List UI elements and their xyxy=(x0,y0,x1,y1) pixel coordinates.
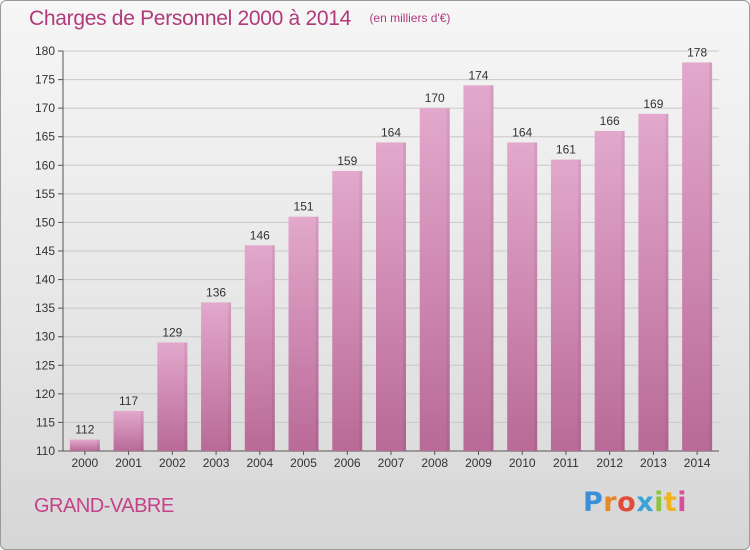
y-tick-label: 140 xyxy=(35,273,55,287)
x-tick-label: 2002 xyxy=(159,456,186,470)
bar-shade xyxy=(403,142,406,451)
bar-shade xyxy=(315,216,319,451)
y-tick-label: 165 xyxy=(35,130,55,144)
x-tick-label: 2008 xyxy=(421,456,448,470)
proxiti-logo[interactable]: Proxiti xyxy=(583,487,687,518)
bar-layer xyxy=(69,62,713,452)
bar-value-label: 178 xyxy=(687,45,707,59)
x-tick-label: 2005 xyxy=(290,456,317,470)
bar-value-label: 164 xyxy=(381,125,401,139)
y-tick-label: 175 xyxy=(35,73,55,87)
title-row: Charges de Personnel 2000 à 2014 (en mil… xyxy=(29,7,450,31)
bar-shade xyxy=(271,245,275,451)
chart-title: Charges de Personnel 2000 à 2014 xyxy=(29,7,351,30)
y-tick-label: 155 xyxy=(35,187,55,201)
x-tick-label: 2007 xyxy=(378,456,405,470)
bar-shade xyxy=(621,131,625,451)
bar xyxy=(638,113,669,451)
x-tick-label: 2006 xyxy=(334,456,361,470)
y-tick-label: 125 xyxy=(35,358,55,372)
bar-shade xyxy=(446,108,450,452)
y-tick-label: 130 xyxy=(35,330,55,344)
bar xyxy=(332,171,363,451)
x-tick-label: 2003 xyxy=(203,456,230,470)
bar xyxy=(594,131,625,451)
bar-value-label: 136 xyxy=(206,285,226,299)
bar-value-label: 170 xyxy=(425,91,445,105)
bar-value-label: 161 xyxy=(556,143,576,157)
bar-shade xyxy=(359,171,363,451)
chart-subtitle: (en milliers d'€) xyxy=(369,11,451,25)
bar-value-label: 129 xyxy=(162,325,182,339)
y-tick-label: 170 xyxy=(35,101,55,115)
y-tick-label: 150 xyxy=(35,215,55,229)
bar-value-label: 169 xyxy=(643,97,663,111)
x-tick-label: 2009 xyxy=(465,456,492,470)
bar-shade xyxy=(140,411,144,451)
bar-shade xyxy=(490,85,494,452)
bar-value-label: 174 xyxy=(468,68,488,82)
bar-shade xyxy=(577,159,581,452)
bar xyxy=(507,142,538,451)
logo-letter: x xyxy=(636,487,655,518)
bar-value-label: 159 xyxy=(337,154,357,168)
bar xyxy=(157,342,188,451)
bar-shade xyxy=(96,439,100,451)
bar xyxy=(288,216,319,451)
bar xyxy=(69,439,100,451)
logo-letter: i xyxy=(654,487,664,518)
x-tick-label: 2014 xyxy=(684,456,711,470)
logo-letter: r xyxy=(603,487,618,518)
bar xyxy=(113,411,144,451)
bar-shade xyxy=(228,302,232,451)
bar xyxy=(244,245,275,451)
x-tick-label: 2010 xyxy=(509,456,536,470)
y-tick-label: 180 xyxy=(35,44,55,58)
bar-value-label: 117 xyxy=(119,394,138,408)
y-tick-label: 145 xyxy=(35,244,55,258)
place-name: GRAND-VABRE xyxy=(34,495,174,517)
bar xyxy=(419,108,450,452)
x-tick-label: 2011 xyxy=(553,456,579,470)
x-tick-label: 2000 xyxy=(72,456,99,470)
y-tick-label: 160 xyxy=(35,158,55,172)
y-tick-label: 135 xyxy=(35,301,55,315)
bar-value-label: 112 xyxy=(75,423,94,437)
logo-letter: P xyxy=(583,487,604,518)
label-layer: 112 2000 117 2001 129 2002 136 2003 146 2004 151 20… xyxy=(72,45,711,470)
bar-shade xyxy=(665,113,669,451)
bar-value-label: 151 xyxy=(294,200,314,214)
bar-shade xyxy=(184,342,188,451)
bar xyxy=(376,142,406,451)
bar-value-label: 166 xyxy=(600,114,620,128)
bar xyxy=(463,85,494,452)
bar-value-label: 146 xyxy=(250,228,270,242)
bar-shade xyxy=(534,142,538,451)
x-tick-label: 2012 xyxy=(596,456,623,470)
x-tick-label: 2001 xyxy=(115,456,142,470)
bar xyxy=(550,159,581,452)
bar-value-label: 164 xyxy=(512,125,532,139)
y-tick-label: 110 xyxy=(36,444,55,458)
bar-shade xyxy=(709,62,713,452)
logo-letter: o xyxy=(617,487,637,518)
y-tick-label: 120 xyxy=(35,387,55,401)
logo-letter: i xyxy=(677,487,688,518)
x-tick-label: 2004 xyxy=(246,456,273,470)
bar xyxy=(682,62,713,452)
logo-letter: t xyxy=(663,487,678,518)
y-tick-label: 115 xyxy=(36,415,55,429)
x-tick-label: 2013 xyxy=(640,456,667,470)
bar xyxy=(201,302,232,451)
